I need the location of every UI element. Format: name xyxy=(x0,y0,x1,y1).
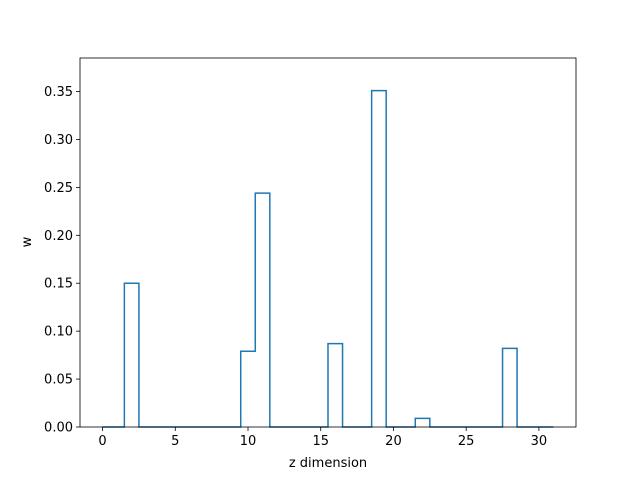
x-tick-label: 10 xyxy=(240,434,257,449)
y-tick-label: 0.05 xyxy=(44,373,73,388)
y-tick-label: 0.00 xyxy=(44,421,73,436)
y-tick-label: 0.30 xyxy=(44,133,73,148)
y-tick-label: 0.25 xyxy=(44,181,73,196)
y-tick-label: 0.20 xyxy=(44,229,73,244)
y-axis-label: w xyxy=(20,236,35,247)
histogram-step-line xyxy=(102,89,554,428)
plot-area xyxy=(79,57,577,428)
y-axis-ticks: 0.00 0.05 0.10 0.15 0.20 0.25 0.30 0.35 xyxy=(44,85,80,436)
x-axis-ticks: 0 5 10 15 20 25 30 xyxy=(98,427,547,449)
x-tick-label: 25 xyxy=(458,434,475,449)
y-tick-label: 0.35 xyxy=(44,85,73,100)
y-tick-label: 0.15 xyxy=(44,277,73,292)
axes-frame xyxy=(79,57,577,428)
x-tick-label: 20 xyxy=(385,434,402,449)
x-tick-label: 5 xyxy=(171,434,179,449)
y-tick-label: 0.10 xyxy=(44,325,73,340)
x-axis-label: z dimension xyxy=(289,456,367,471)
x-tick-label: 0 xyxy=(98,434,106,449)
x-tick-label: 30 xyxy=(531,434,548,449)
x-tick-label: 15 xyxy=(312,434,329,449)
